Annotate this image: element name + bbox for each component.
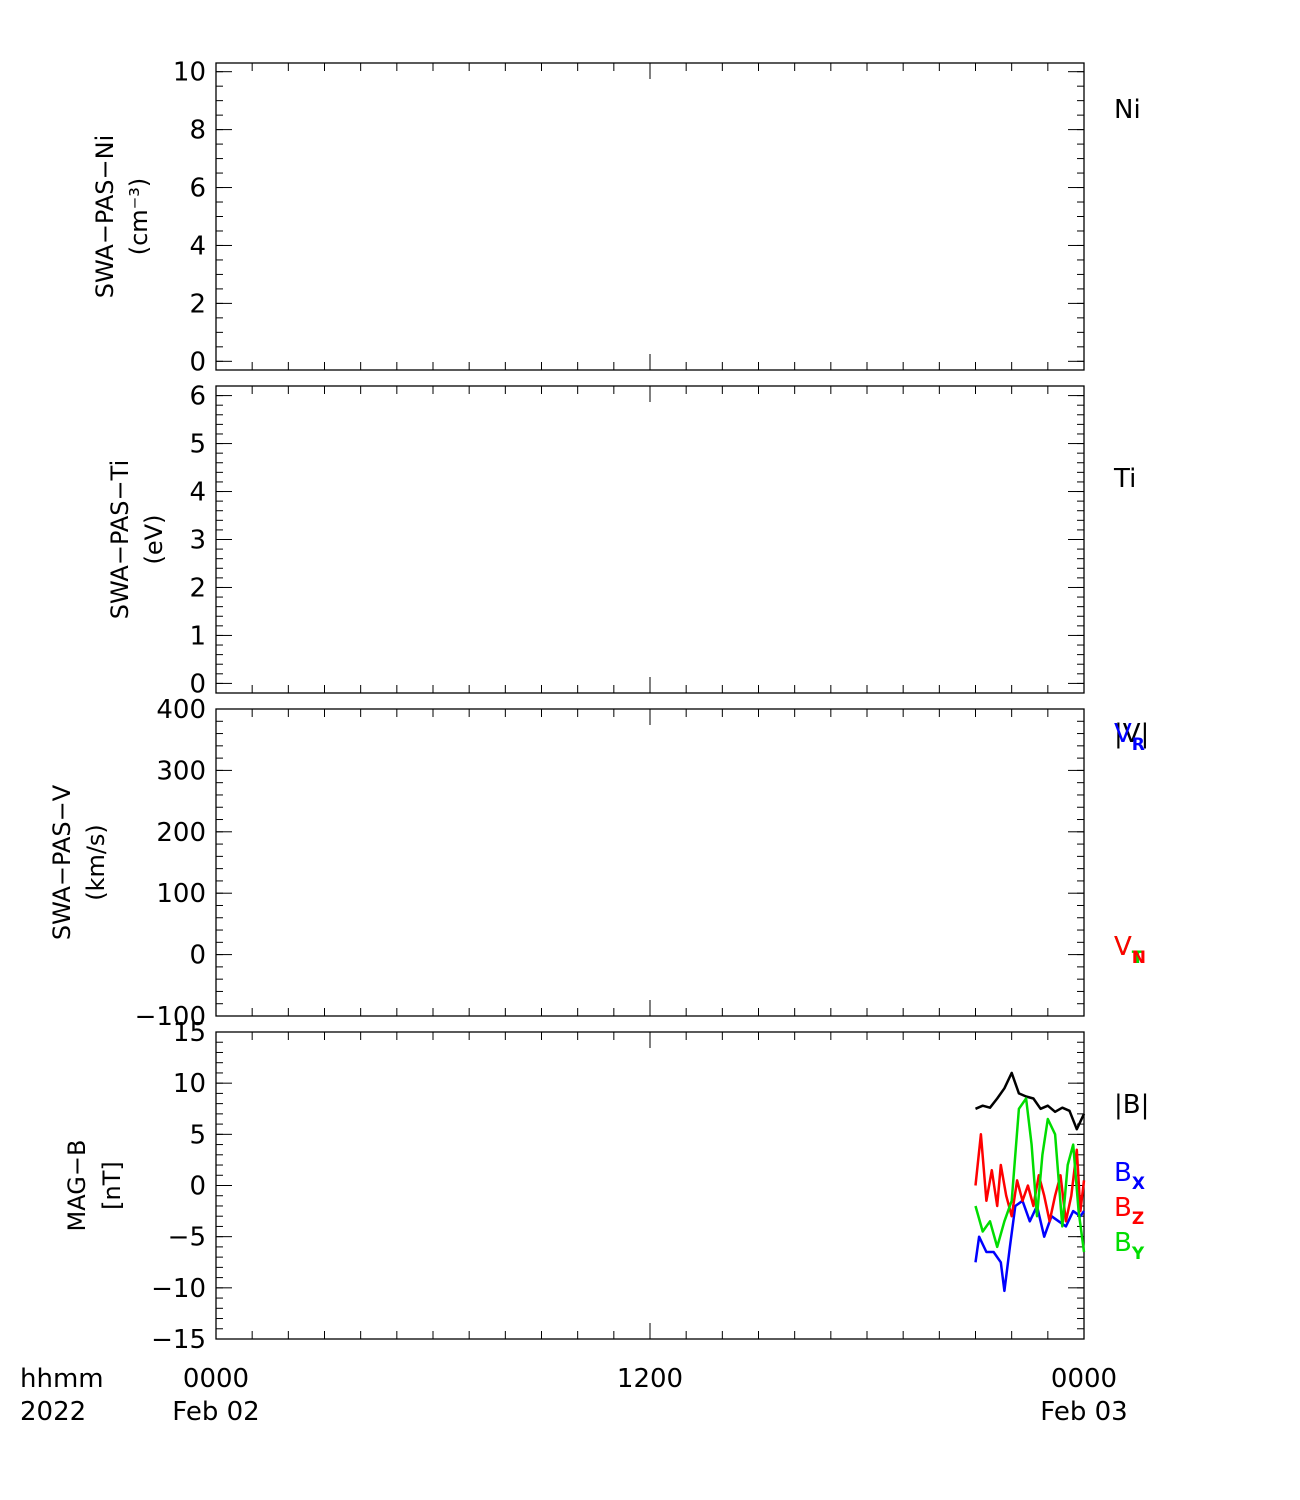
y-tick-label: −5 (168, 1223, 206, 1253)
y-tick-label: 6 (189, 382, 206, 412)
series-line (975, 1071, 1086, 1131)
y-tick-label: 6 (189, 174, 206, 204)
y-axis-title: [nT] (98, 1161, 126, 1210)
y-axis-title: MAG−B (63, 1140, 91, 1232)
panel-frame (215, 1031, 1085, 1340)
time-axis-labels: hhmm 2022 0000 Feb 02 1200 0000 Feb 03 (20, 1364, 1128, 1427)
y-tick-label: 300 (156, 756, 206, 786)
panel-frame (215, 62, 1085, 371)
time-tick-label-end: 0000 (1051, 1364, 1117, 1394)
y-tick-label: 400 (156, 695, 206, 725)
legend-label: Ti (1113, 464, 1136, 494)
legend-label: |V| (1114, 719, 1149, 749)
y-tick-label: 1 (189, 621, 206, 651)
panel-1: 0 2 4 6 8 10 SWA−PAS−Ni (cm⁻³) Ni (91, 58, 1141, 378)
legend-label: VN (1114, 932, 1146, 968)
panels-group: 0 2 4 6 8 10 SWA−PAS−Ni (cm⁻³) Ni 0 1 2 3 4 5 6 SWA−PAS−… (48, 58, 1149, 1355)
y-tick-label: 15 (173, 1018, 206, 1048)
y-tick-label: 0 (189, 347, 206, 377)
y-tick-label: 5 (189, 1120, 206, 1150)
y-tick-label: 200 (156, 818, 206, 848)
time-date-label-start: Feb 02 (172, 1397, 259, 1427)
y-tick-label: −10 (151, 1274, 206, 1304)
time-tick-label-mid: 1200 (617, 1364, 683, 1394)
legend-label: BZ (1114, 1193, 1144, 1229)
panel-frame (215, 385, 1085, 694)
y-tick-label: 5 (189, 430, 206, 460)
y-tick-label: 0 (189, 1172, 206, 1202)
panel-2: 0 1 2 3 4 5 6 SWA−PAS−Ti (eV) Ti (106, 382, 1136, 700)
y-axis-title: SWA−PAS−Ni (91, 135, 119, 299)
y-tick-label: 0 (189, 941, 206, 971)
time-axis-year-label: 2022 (20, 1397, 86, 1427)
y-tick-label: 3 (189, 526, 206, 556)
time-axis-unit-label: hhmm (20, 1364, 104, 1394)
y-tick-label: 2 (189, 289, 206, 319)
time-tick-label-start: 0000 (183, 1364, 249, 1394)
y-tick-label: 4 (189, 231, 206, 261)
y-tick-label: 8 (189, 116, 206, 146)
y-tick-label: 0 (189, 669, 206, 699)
legend-label: |B| (1114, 1090, 1149, 1120)
y-tick-label: 100 (156, 879, 206, 909)
panel-frame (215, 708, 1085, 1017)
legend-label: BY (1114, 1228, 1145, 1264)
y-axis-title: SWA−PAS−V (48, 784, 76, 940)
series-line (974, 1097, 1086, 1253)
legend-label: Ni (1114, 95, 1141, 125)
y-tick-label: −100 (135, 1002, 206, 1032)
time-date-label-end: Feb 03 (1040, 1397, 1127, 1427)
y-axis-title: SWA−PAS−Ti (106, 460, 134, 619)
y-axis-title: (eV) (140, 515, 168, 565)
y-tick-label: 10 (173, 58, 206, 88)
legend-label: BX (1114, 1158, 1145, 1194)
y-tick-label: 10 (173, 1069, 206, 1099)
y-tick-label: 2 (189, 573, 206, 603)
series-line (974, 1199, 1086, 1293)
series-line (974, 1133, 1086, 1223)
y-tick-label: 4 (189, 478, 206, 508)
y-tick-label: −15 (151, 1325, 206, 1355)
y-axis-title: (cm⁻³) (125, 178, 153, 256)
y-axis-title: (km/s) (82, 824, 110, 901)
